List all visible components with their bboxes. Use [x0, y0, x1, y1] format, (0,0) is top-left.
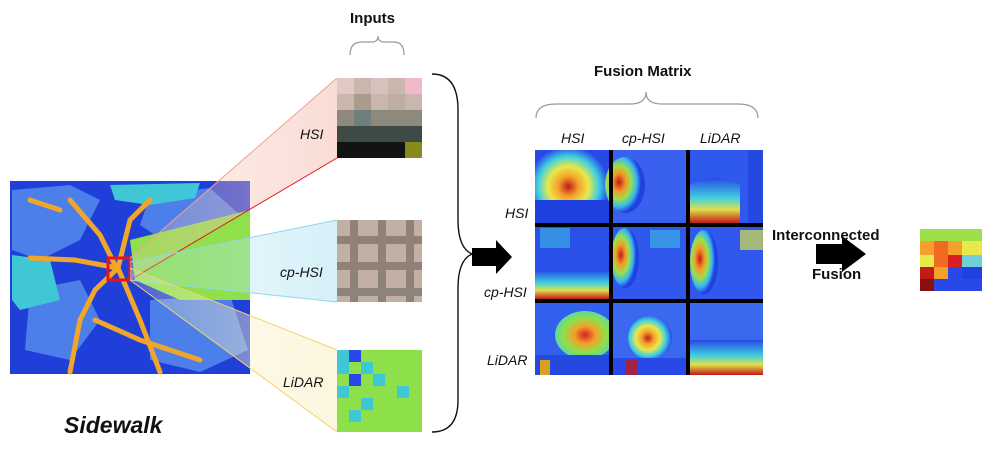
fusion-matrix: [535, 150, 763, 375]
hsi-input-patch: [337, 78, 422, 158]
inputs-brace: [349, 35, 405, 56]
matrix-col-label-hsi: HSI: [561, 130, 585, 146]
input-label-lidar: LiDAR: [283, 374, 324, 390]
fusion-matrix-title: Fusion Matrix: [594, 63, 692, 80]
lidar-fan: [130, 268, 337, 432]
matrix-row-label-lidar: LiDAR: [487, 352, 528, 368]
fusion-matrix-brace: [535, 91, 759, 119]
hsi-fan: [130, 78, 337, 280]
cphsi-input-patch: [337, 220, 422, 302]
inputs-group-brace: [431, 73, 474, 433]
lidar-input-patch: [337, 350, 422, 432]
input-label-cphsi: cp-HSI: [280, 264, 323, 280]
inputs-title: Inputs: [350, 10, 395, 27]
fused-output-patch: [920, 229, 982, 291]
matrix-row-label-cphsi: cp-HSI: [484, 284, 527, 300]
arrow-to-matrix-icon: [472, 240, 512, 274]
fusion-label-line1: Interconnected: [772, 227, 880, 244]
fusion-label-line2: Fusion: [812, 266, 862, 283]
cphsi-fan: [130, 220, 337, 302]
matrix-col-label-cphsi: cp-HSI: [622, 130, 665, 146]
scene-label: Sidewalk: [64, 412, 163, 438]
matrix-row-label-hsi: HSI: [505, 205, 529, 221]
input-label-hsi: HSI: [300, 126, 324, 142]
matrix-col-label-lidar: LiDAR: [700, 130, 741, 146]
arrow-to-output-icon: [816, 236, 866, 272]
